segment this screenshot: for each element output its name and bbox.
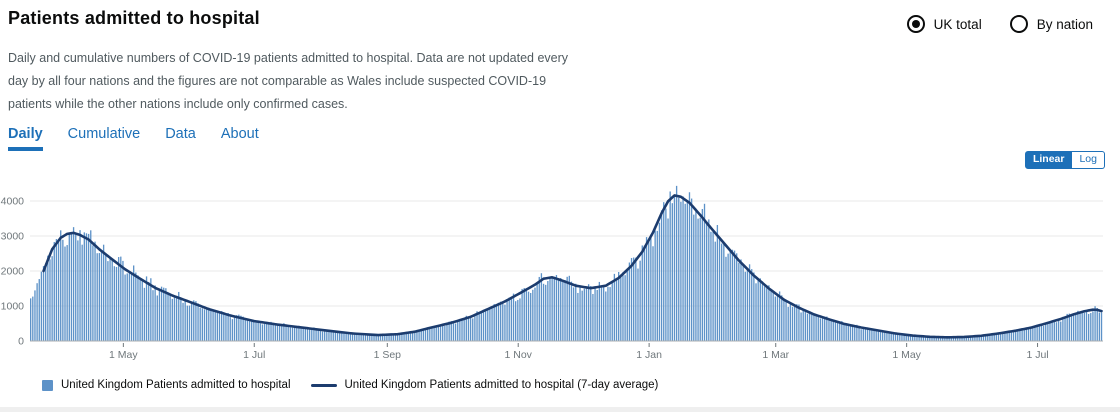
svg-text:0: 0 bbox=[18, 336, 24, 348]
chart-description: Daily and cumulative numbers of COVID-19… bbox=[8, 51, 569, 111]
chart-canvas[interactable]: 0 1000 2000 3000 4000 1 May 1 Jul 1 Sep 1 Nov 1 J… bbox=[0, 172, 1120, 368]
radio-by-nation[interactable]: By nation bbox=[1009, 15, 1093, 33]
legend-item-line[interactable]: United Kingdom Patients admitted to hosp… bbox=[310, 379, 659, 391]
admissions-chart[interactable]: 0 1000 2000 3000 4000 1 May 1 Jul 1 Sep 1 Nov 1 J… bbox=[0, 172, 1120, 368]
bar-series-label: United Kingdom Patients admitted to hosp… bbox=[61, 379, 291, 391]
svg-text:1000: 1000 bbox=[1, 301, 25, 313]
radio-uk-total-label: UK total bbox=[933, 16, 982, 32]
svg-text:1 Nov: 1 Nov bbox=[504, 349, 532, 361]
area-type-radio-group: UK total By nation bbox=[906, 15, 1093, 33]
radio-selected-icon[interactable] bbox=[906, 15, 925, 33]
svg-text:1 May: 1 May bbox=[109, 349, 138, 361]
bar-series-swatch-icon bbox=[42, 379, 53, 391]
log-scale-button[interactable]: Log bbox=[1072, 151, 1105, 169]
radio-unselected-icon[interactable] bbox=[1009, 15, 1028, 33]
line-series-label: United Kingdom Patients admitted to hosp… bbox=[344, 379, 659, 391]
svg-text:2000: 2000 bbox=[1, 266, 25, 278]
scale-toggle: Linear Log bbox=[1024, 151, 1105, 169]
svg-text:1 Mar: 1 Mar bbox=[762, 349, 789, 361]
svg-text:4000: 4000 bbox=[1, 196, 25, 208]
page-title: Patients admitted to hospital bbox=[8, 8, 260, 28]
radio-by-nation-label: By nation bbox=[1036, 16, 1093, 32]
svg-text:1 Jul: 1 Jul bbox=[1026, 349, 1048, 361]
tab-bar: Daily Cumulative Data About bbox=[8, 126, 284, 151]
chart-legend: United Kingdom Patients admitted to hosp… bbox=[42, 379, 658, 391]
svg-text:1 Jan: 1 Jan bbox=[636, 349, 662, 361]
svg-text:3000: 3000 bbox=[1, 231, 25, 243]
tab-cumulative[interactable]: Cumulative bbox=[67, 126, 141, 142]
tab-data[interactable]: Data bbox=[165, 126, 196, 142]
section-divider bbox=[0, 407, 1120, 412]
tab-daily[interactable]: Daily bbox=[8, 126, 43, 151]
tab-about[interactable]: About bbox=[220, 126, 259, 142]
svg-text:1 Sep: 1 Sep bbox=[374, 349, 402, 361]
legend-item-bars[interactable]: United Kingdom Patients admitted to hosp… bbox=[42, 379, 291, 391]
radio-uk-total[interactable]: UK total bbox=[906, 15, 982, 33]
linear-scale-button[interactable]: Linear bbox=[1024, 151, 1073, 169]
svg-text:1 Jul: 1 Jul bbox=[243, 349, 265, 361]
line-series-swatch-icon bbox=[310, 383, 337, 387]
svg-text:1 May: 1 May bbox=[892, 349, 921, 361]
